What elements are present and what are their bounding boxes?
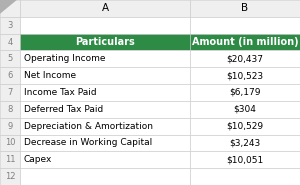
Bar [0, 84, 20, 101]
Text: Depreciation & Amortization: Depreciation & Amortization [24, 122, 153, 131]
Bar [190, 34, 300, 51]
Bar [190, 101, 300, 118]
Bar [190, 51, 300, 67]
Text: $3,243: $3,243 [229, 138, 261, 147]
Text: Decrease in Working Capital: Decrease in Working Capital [24, 138, 152, 147]
Text: 12: 12 [5, 172, 16, 181]
Bar [0, 34, 20, 51]
Bar [190, 0, 300, 17]
Bar [20, 168, 190, 185]
Text: 11: 11 [5, 155, 16, 164]
Text: $10,529: $10,529 [226, 122, 263, 131]
Text: Deferred Tax Paid: Deferred Tax Paid [24, 105, 103, 114]
Text: Net Income: Net Income [24, 71, 76, 80]
Bar [0, 151, 20, 168]
Text: Amount (in million): Amount (in million) [192, 37, 298, 47]
Text: Income Tax Paid: Income Tax Paid [24, 88, 97, 97]
Text: $304: $304 [233, 105, 256, 114]
Bar [20, 101, 190, 118]
Text: Particulars: Particulars [75, 37, 135, 47]
Bar [0, 134, 20, 151]
Text: $10,523: $10,523 [226, 71, 263, 80]
Bar [190, 134, 300, 151]
Text: 4: 4 [8, 38, 13, 47]
Text: 10: 10 [5, 138, 16, 147]
Bar [20, 84, 190, 101]
Bar [0, 51, 20, 67]
Text: B: B [242, 3, 248, 13]
Bar [0, 101, 20, 118]
Bar [0, 0, 20, 17]
Text: 3: 3 [8, 21, 13, 30]
Polygon shape [0, 0, 17, 14]
Bar [190, 118, 300, 134]
Bar [0, 67, 20, 84]
Text: A: A [102, 3, 109, 13]
Bar [0, 118, 20, 134]
Bar [20, 17, 190, 34]
Bar [20, 118, 190, 134]
Text: $20,437: $20,437 [226, 54, 263, 63]
Bar [190, 17, 300, 34]
Text: 8: 8 [8, 105, 13, 114]
Bar [20, 51, 190, 67]
Text: 5: 5 [8, 54, 13, 63]
Text: $10,051: $10,051 [226, 155, 264, 164]
Bar [190, 151, 300, 168]
Text: 7: 7 [8, 88, 13, 97]
Bar [0, 168, 20, 185]
Bar [20, 0, 190, 17]
Text: 6: 6 [8, 71, 13, 80]
Text: Capex: Capex [24, 155, 52, 164]
Text: Operating Income: Operating Income [24, 54, 106, 63]
Bar [20, 134, 190, 151]
Bar [20, 67, 190, 84]
Bar [190, 84, 300, 101]
Text: 9: 9 [8, 122, 13, 131]
Bar [0, 17, 20, 34]
Bar [20, 151, 190, 168]
Bar [20, 34, 190, 51]
Text: $6,179: $6,179 [229, 88, 261, 97]
Bar [190, 168, 300, 185]
Bar [190, 67, 300, 84]
